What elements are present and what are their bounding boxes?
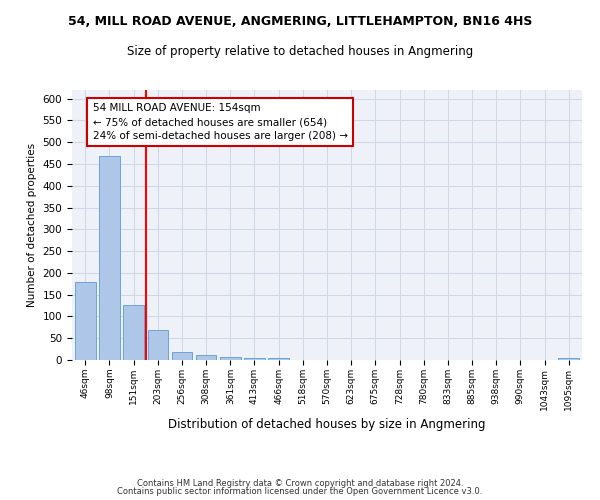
Y-axis label: Number of detached properties: Number of detached properties [27, 143, 37, 307]
Bar [220, 357, 241, 360]
Bar [559, 358, 579, 360]
X-axis label: Distribution of detached houses by size in Angmering: Distribution of detached houses by size … [168, 418, 486, 431]
Bar [244, 358, 265, 360]
Text: 54 MILL ROAD AVENUE: 154sqm
← 75% of detached houses are smaller (654)
24% of se: 54 MILL ROAD AVENUE: 154sqm ← 75% of det… [92, 103, 347, 141]
Bar [196, 355, 217, 360]
Bar [99, 156, 120, 360]
Text: 54, MILL ROAD AVENUE, ANGMERING, LITTLEHAMPTON, BN16 4HS: 54, MILL ROAD AVENUE, ANGMERING, LITTLEH… [68, 15, 532, 28]
Bar [75, 282, 95, 360]
Bar [124, 304, 144, 360]
Text: Contains public sector information licensed under the Open Government Licence v3: Contains public sector information licen… [118, 487, 482, 496]
Text: Size of property relative to detached houses in Angmering: Size of property relative to detached ho… [127, 45, 473, 58]
Text: Contains HM Land Registry data © Crown copyright and database right 2024.: Contains HM Land Registry data © Crown c… [137, 478, 463, 488]
Bar [148, 330, 168, 360]
Bar [172, 352, 192, 360]
Bar [268, 358, 289, 360]
